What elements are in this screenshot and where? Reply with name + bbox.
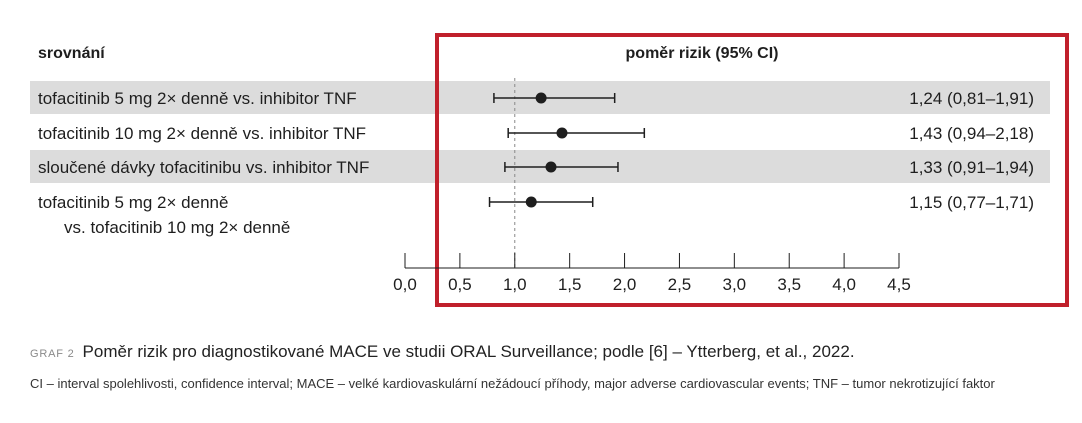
x-tick-label: 4,5 [887, 275, 911, 294]
x-tick-label: 0,0 [393, 275, 417, 294]
x-tick-label: 1,5 [558, 275, 582, 294]
x-tick-label: 1,0 [503, 275, 527, 294]
row-label: tofacitinib 5 mg 2× denně vs. inhibitor … [38, 89, 357, 108]
x-tick-label: 3,5 [777, 275, 801, 294]
abbreviations-note: CI – interval spolehlivosti, confidence … [30, 376, 995, 391]
x-tick-label: 4,0 [832, 275, 856, 294]
plot-frame [435, 33, 1069, 307]
hazard-ratio-point [535, 92, 547, 104]
hr-value-label: 1,33 (0,91–1,94) [909, 158, 1034, 177]
row-label: vs. tofacitinib 10 mg 2× denně [64, 218, 290, 237]
hazard-ratio-point [556, 127, 568, 139]
row-label: tofacitinib 10 mg 2× denně vs. inhibitor… [38, 124, 366, 143]
hr-value-label: 1,43 (0,94–2,18) [909, 124, 1034, 143]
x-tick-label: 2,0 [613, 275, 637, 294]
row-label: tofacitinib 5 mg 2× denně [38, 193, 228, 212]
hazard-ratio-point [545, 161, 557, 173]
chart-title: poměr rizik (95% CI) [626, 45, 779, 62]
x-tick-label: 2,5 [668, 275, 692, 294]
forest-plot: srovnání poměr rizik (95% CI) 0,0 0,5 1,0 1,5… [30, 33, 1069, 307]
hr-value-label: 1,15 (0,77–1,71) [909, 193, 1034, 212]
hazard-ratio-point [525, 196, 537, 208]
figure-caption: GRAF 2 Poměr rizik pro diagnostikované MA… [30, 342, 1070, 362]
figure-label: GRAF 2 [30, 348, 75, 360]
x-tick-label: 0,5 [448, 275, 472, 294]
caption-text: Poměr rizik pro diagnostikované MACE ve … [82, 342, 855, 361]
x-tick-label: 3,0 [723, 275, 747, 294]
column-header: srovnání [38, 45, 105, 62]
hr-value-label: 1,24 (0,81–1,91) [909, 89, 1034, 108]
row-label: sloučené dávky tofacitinibu vs. inhibito… [38, 158, 369, 177]
